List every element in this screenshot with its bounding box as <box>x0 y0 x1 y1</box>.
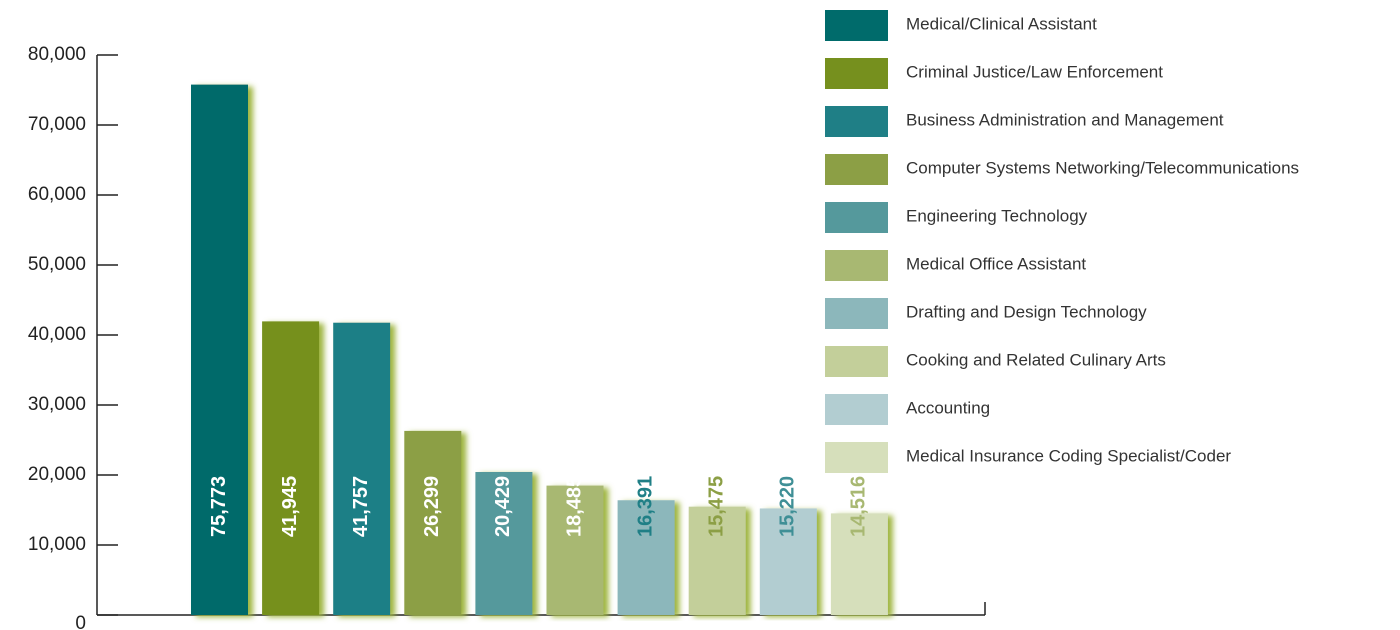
bar <box>262 321 320 615</box>
legend-label: Cooking and Related Culinary Arts <box>906 350 1166 369</box>
bar <box>191 84 248 616</box>
bar <box>546 485 604 615</box>
legend-label: Medical/Clinical Assistant <box>906 14 1097 33</box>
legend-swatch <box>825 394 888 425</box>
y-tick-label: 80,000 <box>28 44 86 65</box>
legend-swatch <box>825 106 888 137</box>
legend-label: Drafting and Design Technology <box>906 302 1147 321</box>
bar <box>333 322 391 615</box>
legend-swatch <box>825 154 888 185</box>
bar <box>759 508 817 615</box>
y-tick-label: 40,000 <box>28 324 86 345</box>
y-tick-label: 60,000 <box>28 184 86 205</box>
legend-label: Medical Office Assistant <box>906 254 1086 273</box>
y-tick-label: 30,000 <box>28 394 86 415</box>
value-label: 26,299 <box>421 476 443 537</box>
legend-swatch <box>825 250 888 281</box>
legend-label: Computer Systems Networking/Telecommunic… <box>906 158 1299 177</box>
y-tick-label: 70,000 <box>28 114 86 135</box>
value-label: 14,516 <box>848 476 870 537</box>
value-label: 41,757 <box>350 476 372 537</box>
value-label: 15,220 <box>777 476 799 537</box>
legend-label: Criminal Justice/Law Enforcement <box>906 62 1163 81</box>
bar <box>404 430 462 615</box>
bar <box>688 506 746 615</box>
legend-label: Business Administration and Management <box>906 110 1224 129</box>
bar <box>830 513 888 615</box>
value-label: 41,945 <box>279 476 301 537</box>
value-label: 75,773 <box>208 476 230 537</box>
y-tick-label: 10,000 <box>28 534 86 555</box>
value-label: 20,429 <box>492 476 514 537</box>
y-tick-label: 0 <box>75 613 86 630</box>
y-tick-label: 50,000 <box>28 254 86 275</box>
value-label: 16,391 <box>634 476 656 537</box>
value-label: 18,485 <box>563 476 585 537</box>
legend-swatch <box>825 442 888 473</box>
legend-swatch <box>825 58 888 89</box>
bar <box>617 500 675 615</box>
legend-swatch <box>825 202 888 233</box>
legend-swatch <box>825 346 888 377</box>
y-tick-label: 20,000 <box>28 464 86 485</box>
legend-swatch <box>825 298 888 329</box>
value-label: 15,475 <box>705 476 727 537</box>
legend-swatch <box>825 10 888 41</box>
legend-label: Medical Insurance Coding Specialist/Code… <box>906 446 1231 465</box>
bar <box>475 471 533 615</box>
legend-label: Engineering Technology <box>906 206 1088 225</box>
legend-label: Accounting <box>906 398 990 417</box>
